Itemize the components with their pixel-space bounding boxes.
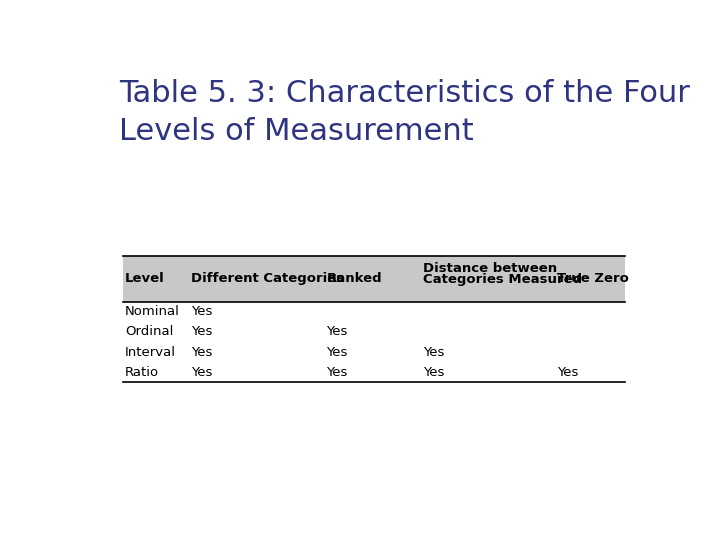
Text: Yes: Yes <box>423 346 445 359</box>
Text: Nominal: Nominal <box>125 306 180 319</box>
Text: Yes: Yes <box>191 346 212 359</box>
Text: Ranked: Ranked <box>326 272 382 285</box>
Text: Level: Level <box>125 272 165 285</box>
Text: Distance between: Distance between <box>423 262 557 275</box>
Text: Yes: Yes <box>326 326 348 339</box>
Text: Yes: Yes <box>191 366 212 379</box>
Text: Yes: Yes <box>423 366 445 379</box>
Text: Yes: Yes <box>326 346 348 359</box>
Text: Yes: Yes <box>191 326 212 339</box>
Text: Ratio: Ratio <box>125 366 159 379</box>
Text: Ordinal: Ordinal <box>125 326 174 339</box>
Text: Yes: Yes <box>326 366 348 379</box>
Text: Levels of Measurement: Levels of Measurement <box>120 117 474 146</box>
Text: Yes: Yes <box>557 366 578 379</box>
Text: Different Categories: Different Categories <box>191 272 344 285</box>
Text: Yes: Yes <box>191 306 212 319</box>
Text: Table 5. 3: Characteristics of the Four: Table 5. 3: Characteristics of the Four <box>120 79 690 107</box>
Text: True Zero: True Zero <box>557 272 629 285</box>
Text: Categories Measured: Categories Measured <box>423 273 582 286</box>
Text: Interval: Interval <box>125 346 176 359</box>
